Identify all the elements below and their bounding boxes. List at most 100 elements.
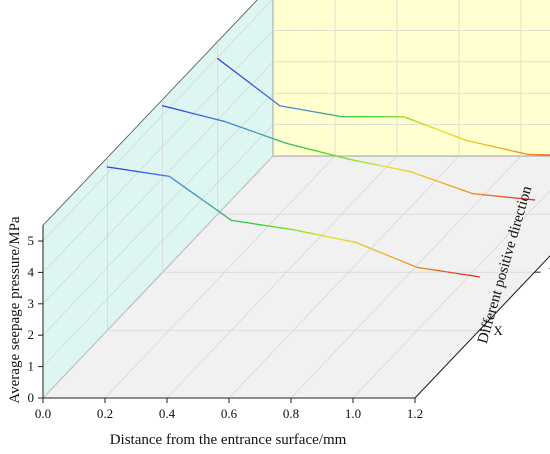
z-tick-label: 5 [28, 233, 35, 248]
series-line-segment [179, 183, 191, 192]
series-line-segment [230, 219, 243, 223]
side-gridline [42, 124, 274, 367]
z-tick-label: 4 [28, 264, 35, 279]
series-line-segment [217, 58, 229, 68]
series-line-segment [447, 271, 460, 275]
series-line-segment [285, 142, 298, 147]
series-line-segment [161, 105, 174, 110]
series-line-segment [451, 185, 463, 191]
series-line-segment [454, 135, 467, 141]
series-line-segment [427, 268, 439, 272]
series-line-segment [440, 182, 453, 187]
x-tick-label: 0.0 [35, 406, 51, 421]
side-gridline [42, 0, 273, 242]
series-line-segment [347, 158, 360, 162]
series-line-segment [268, 97, 281, 107]
series-line-segment [303, 231, 315, 235]
series-line-segment [375, 250, 388, 256]
series-line-segment [465, 139, 477, 144]
series-line-segment [482, 194, 494, 197]
z-tick-label: 0 [28, 390, 35, 405]
series-line-segment [468, 274, 481, 278]
series-line-segment [148, 172, 160, 176]
series-line-segment [423, 123, 436, 130]
series-line-segment [275, 139, 288, 145]
series-line-segment [265, 135, 277, 141]
series-line-segment [299, 108, 312, 112]
series-line-segment [168, 175, 181, 185]
series-line-segment [471, 193, 484, 196]
z-axis-title: Average seepage pressure/MPa [7, 216, 23, 403]
z-tick-label: 3 [28, 296, 35, 311]
series-line-segment [437, 269, 450, 273]
y-tick-label: Y [549, 265, 550, 280]
series-line-segment [458, 273, 470, 276]
series-line-segment [213, 118, 226, 123]
series-line-segment [506, 149, 519, 153]
series-line-segment [279, 105, 291, 109]
series-line-segment [385, 254, 398, 260]
series-line-segment [296, 145, 308, 150]
series-line-segment [396, 258, 408, 264]
floor-gridline [290, 155, 522, 399]
floor-gridline [166, 155, 398, 399]
series-line-segment [223, 120, 236, 126]
chart-axes: 0.00.20.40.60.81.01.2012345XYZ [28, 225, 550, 421]
series-line-segment [272, 225, 284, 229]
series-line-segment [323, 235, 336, 239]
series-line-segment [320, 112, 333, 116]
series-line-segment [313, 233, 326, 237]
series-line-segment [203, 115, 215, 120]
series-X [106, 166, 481, 278]
series-line-segment [444, 131, 457, 138]
x-tick-label: 0.8 [283, 406, 299, 421]
series-line-segment [461, 189, 474, 195]
floor-gridline [228, 155, 460, 399]
series-line-segment [409, 171, 422, 176]
x-tick-label: 1.2 [407, 406, 423, 421]
series-line-segment [258, 89, 271, 99]
x-tick-label: 0.6 [221, 406, 238, 421]
floor-gridline [352, 190, 550, 399]
x-tick-label: 0.4 [159, 406, 176, 421]
series-line-segment [475, 141, 488, 146]
series-line-segment [172, 107, 184, 112]
series-line-segment [344, 239, 357, 243]
series-line-segment [516, 151, 529, 156]
series-line-segment [210, 205, 222, 214]
series-Y [161, 105, 536, 201]
series-line-segment [403, 116, 415, 122]
series-line-segment [182, 110, 195, 115]
series-line-segment [406, 262, 419, 269]
series-line-segment [413, 120, 426, 126]
series-line-segment [306, 148, 319, 152]
series-line-segment [502, 196, 515, 199]
series-line-segment [358, 160, 370, 164]
series-Z [217, 58, 550, 156]
series-line-segment [251, 222, 264, 226]
series-line-segment [310, 110, 322, 114]
series-line-segment [513, 197, 525, 200]
series-line-segment [368, 162, 381, 167]
series-line-segment [282, 227, 295, 231]
series-line-segment [496, 146, 508, 151]
series-line-segment [237, 73, 250, 83]
series-line-segment [261, 224, 274, 228]
x-tick-label: 0.2 [97, 406, 113, 421]
series-line-segment [354, 241, 367, 248]
series-line-segment [137, 171, 150, 174]
series-line-segment [434, 127, 446, 134]
x-tick-label: 1.0 [345, 406, 361, 421]
z-tick-label: 2 [28, 327, 35, 342]
series-line-segment [330, 114, 343, 118]
series-line-segment [334, 237, 346, 241]
series-line-segment [327, 153, 339, 158]
y-tick-label: X [493, 323, 503, 338]
chart-walls [42, 0, 550, 400]
side-gridline [42, 61, 274, 305]
series-line-segment [289, 106, 302, 111]
chart-series [106, 58, 550, 278]
x-axis-title: Distance from the entrance surface/mm [110, 432, 347, 448]
series-line-segment [254, 131, 267, 137]
